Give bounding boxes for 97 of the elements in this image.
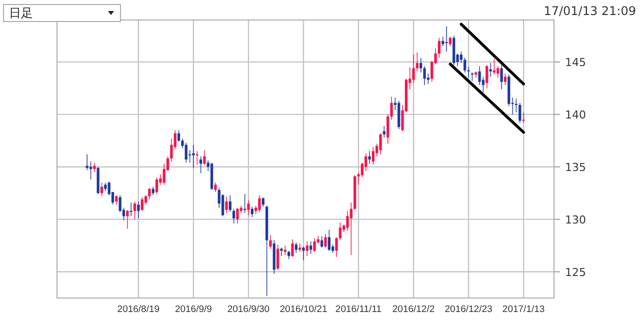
candlestick — [192, 144, 195, 168]
candlestick — [269, 234, 272, 250]
candlestick — [140, 196, 144, 212]
candlestick — [445, 26, 448, 52]
candlestick — [394, 97, 396, 111]
xtick: 2016/8/19 — [117, 304, 160, 315]
candlestick — [93, 162, 96, 173]
candlestick — [408, 66, 412, 90]
ytick: 130 — [565, 213, 586, 226]
ytick: 145 — [565, 56, 586, 69]
candlestick — [518, 102, 522, 124]
candlestick — [258, 194, 261, 212]
candlestick — [111, 192, 114, 206]
candlestick — [328, 229, 330, 252]
candlestick — [262, 196, 264, 208]
candlestick — [137, 200, 140, 219]
candlestick — [382, 125, 386, 138]
candlestick — [133, 200, 136, 220]
candlestick — [372, 146, 374, 166]
timestamp: 17/01/13 21:09 — [544, 4, 636, 18]
candlestick — [100, 182, 104, 197]
candlestick — [250, 206, 254, 218]
candlestick — [206, 160, 210, 172]
candlestick — [511, 97, 514, 115]
candlestick — [442, 36, 444, 47]
candlestick — [126, 209, 129, 230]
candlestick — [514, 98, 518, 113]
candlestick — [420, 57, 422, 73]
candlestick — [184, 142, 188, 164]
candlestick — [438, 37, 441, 58]
candlestick — [313, 238, 316, 252]
candlestick — [368, 150, 371, 164]
candlestick — [196, 150, 198, 166]
candlestick — [430, 60, 434, 82]
ytick: 135 — [565, 160, 586, 174]
candlestick — [376, 143, 378, 157]
candlestick — [236, 207, 239, 224]
xtick: 2017/1/13 — [502, 304, 545, 315]
candlestick — [284, 245, 286, 256]
xtick: 2016/10/21 — [280, 304, 328, 315]
candlestick — [174, 130, 176, 150]
ytick: 125 — [565, 266, 586, 279]
candlestick — [214, 182, 217, 193]
candlestick — [489, 62, 492, 78]
xtick: 2016/12/23 — [444, 304, 492, 315]
candlestick — [199, 156, 202, 174]
candlestick — [188, 150, 192, 164]
candlestick — [338, 222, 342, 241]
candlestick — [310, 240, 312, 254]
candlestick — [324, 234, 327, 248]
select: 日足 — [3, 4, 121, 22]
candlestick — [504, 73, 507, 86]
candlestick — [232, 208, 236, 224]
candlestick — [155, 176, 158, 195]
candlestick — [416, 52, 419, 72]
candlestick — [225, 196, 228, 214]
candlestick — [360, 162, 364, 178]
candlestick — [306, 240, 308, 257]
candlestick — [486, 64, 488, 89]
candlestick — [500, 64, 503, 90]
candlestick — [115, 194, 118, 206]
candlestick — [426, 73, 430, 84]
candlestick — [122, 207, 126, 221]
candlestick — [118, 194, 122, 212]
candlestick — [276, 244, 280, 270]
candlestick — [379, 132, 382, 155]
candlestick — [130, 202, 132, 217]
candlestick — [166, 156, 170, 172]
xtick: 2016/12/2 — [392, 304, 435, 315]
candlestick — [291, 238, 294, 258]
candlestick — [456, 53, 459, 67]
xtick: 2016/11/11 — [335, 304, 382, 315]
candlestick — [522, 112, 525, 124]
candlestick — [218, 187, 220, 208]
candlestick — [144, 194, 148, 206]
candlestick — [247, 200, 250, 216]
candlestick — [492, 58, 496, 76]
candlestick — [464, 57, 466, 73]
candlestick — [320, 236, 324, 248]
candlestick — [203, 150, 206, 166]
candlestick — [228, 194, 232, 212]
candlestick — [177, 130, 180, 142]
xtick: 2016/9/9 — [174, 304, 212, 315]
candlestick — [496, 66, 500, 78]
candlestick — [386, 114, 390, 144]
ytick: 140 — [565, 108, 586, 122]
candlestick — [350, 202, 352, 256]
candlestick — [364, 152, 368, 172]
xtick: 2016/9/30 — [227, 304, 270, 315]
candlestick — [162, 163, 166, 186]
candlestick — [302, 246, 305, 261]
candlestick — [482, 76, 485, 93]
candlestick — [243, 194, 246, 214]
candlestick — [448, 36, 452, 47]
candlestick — [294, 242, 298, 254]
candlestick — [89, 161, 92, 180]
candlestick — [460, 50, 463, 64]
